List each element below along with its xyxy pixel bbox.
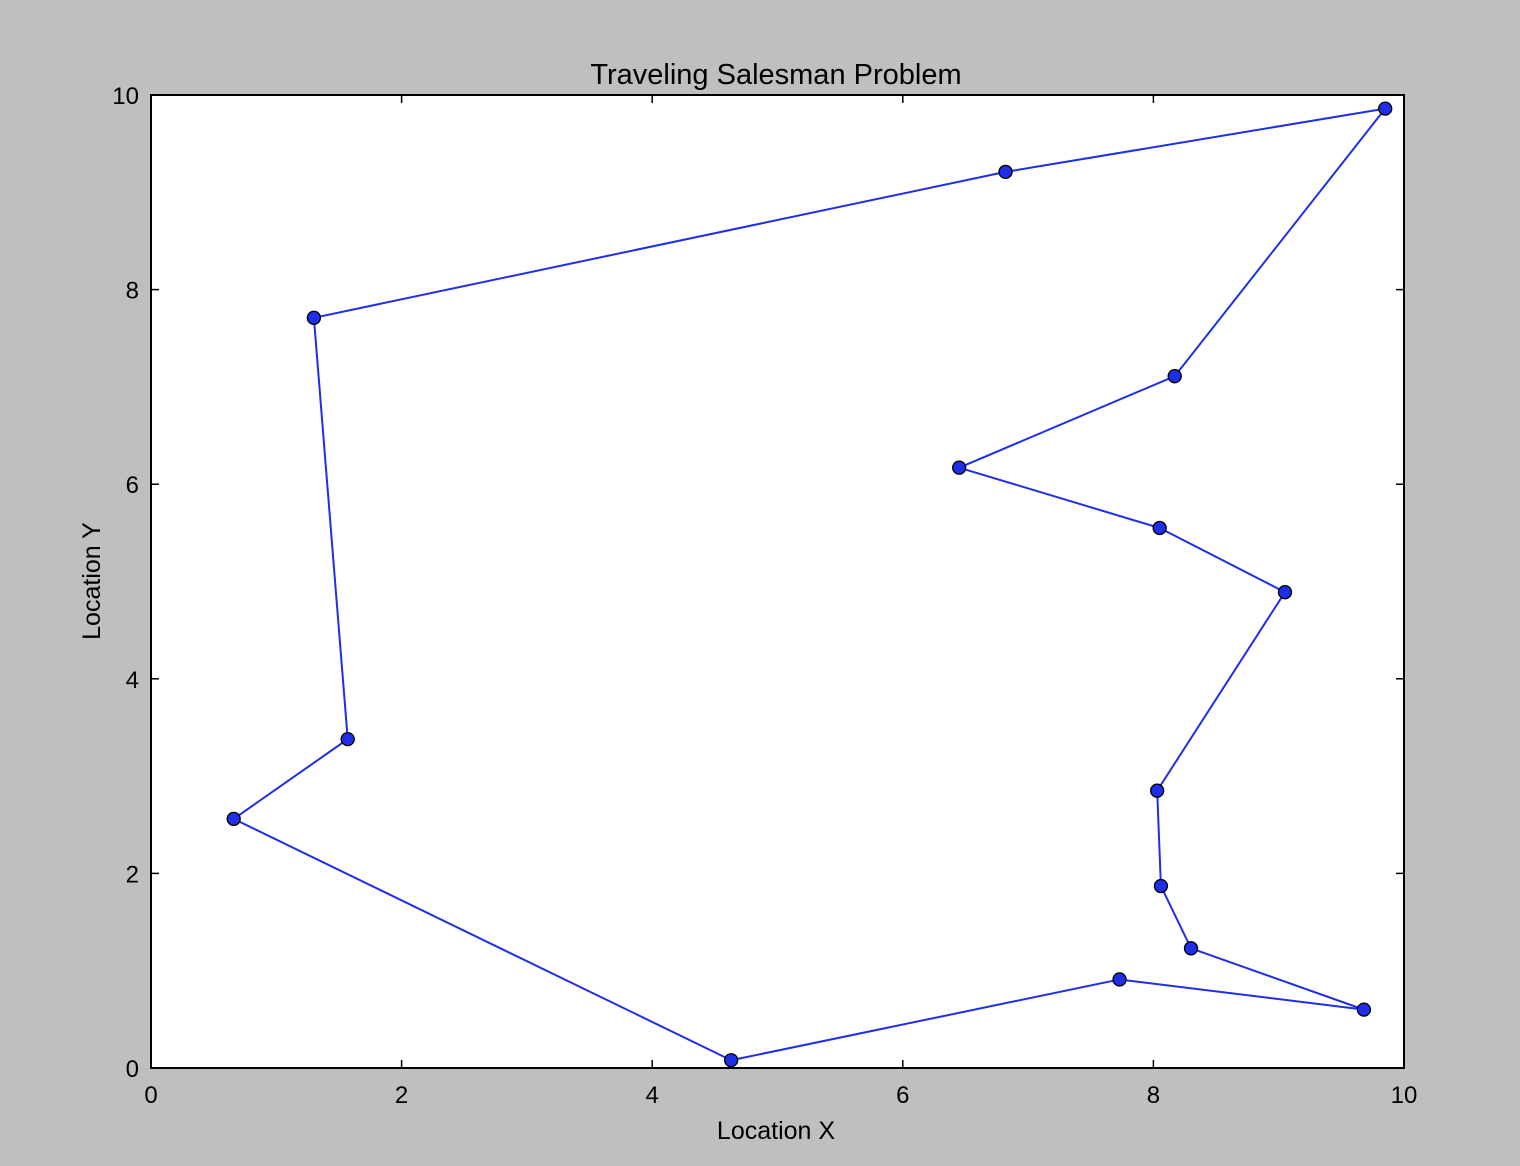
route-layer bbox=[226, 101, 1393, 1068]
plot-area bbox=[151, 95, 1404, 1068]
city-point bbox=[340, 731, 355, 747]
y-tick-label: 6 bbox=[126, 472, 139, 499]
x-tick-label: 0 bbox=[144, 1082, 157, 1109]
plot-frame bbox=[150, 94, 1405, 1069]
x-tick-label: 6 bbox=[896, 1082, 909, 1109]
y-axis-label: Location Y bbox=[78, 522, 106, 640]
city-point bbox=[1378, 101, 1393, 116]
city-point bbox=[723, 1053, 739, 1068]
city-point bbox=[1356, 1002, 1372, 1017]
city-point bbox=[1152, 520, 1167, 536]
city-point bbox=[998, 164, 1013, 180]
x-tick-label: 4 bbox=[646, 1082, 659, 1109]
city-point bbox=[1112, 972, 1127, 987]
route-line bbox=[232, 107, 1387, 1062]
y-tick-label: 2 bbox=[126, 861, 139, 888]
city-point bbox=[306, 310, 322, 325]
city-point bbox=[952, 460, 967, 475]
city-point bbox=[1277, 585, 1293, 600]
x-axis-label: Location X bbox=[717, 1117, 835, 1145]
x-tick-label: 10 bbox=[1391, 1082, 1418, 1109]
city-point bbox=[1150, 783, 1165, 798]
x-tick-label: 8 bbox=[1147, 1082, 1160, 1109]
y-tick-label: 10 bbox=[112, 83, 139, 110]
city-point bbox=[1167, 369, 1182, 384]
x-tick-label: 2 bbox=[395, 1082, 408, 1109]
city-point bbox=[1183, 941, 1199, 956]
y-tick-label: 4 bbox=[126, 667, 139, 694]
y-tick-label: 0 bbox=[126, 1056, 139, 1083]
city-point bbox=[1153, 878, 1169, 894]
y-tick-label: 8 bbox=[126, 278, 139, 305]
city-point bbox=[226, 811, 241, 827]
ticks-layer: 0 2 4 6 8 10 0 2 4 6 8 10 bbox=[112, 83, 1417, 1109]
chart-title: Traveling Salesman Problem bbox=[590, 59, 961, 91]
